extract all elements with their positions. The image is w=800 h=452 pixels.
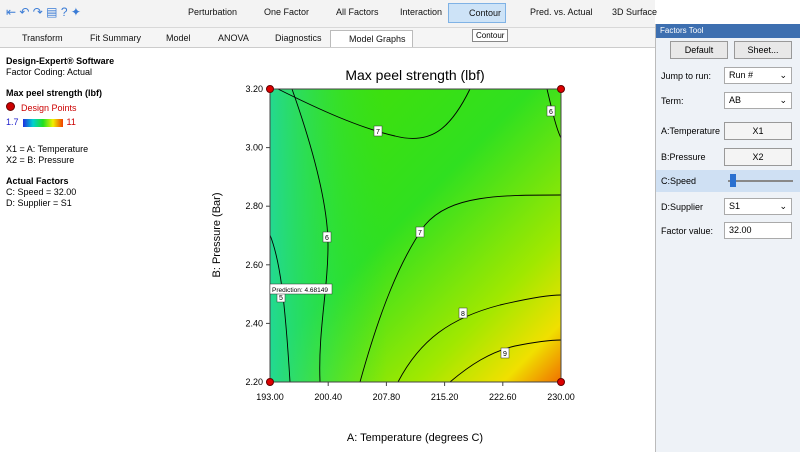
tab[interactable]: Diagnostics [275,33,322,43]
plot-title: Max peel strength (lbf) [345,67,484,83]
prediction-box [269,283,333,295]
contour-label-box [373,125,383,137]
slider-thumb[interactable] [730,174,736,187]
y-tick-label: 3.20 [245,84,263,94]
toolbar-button[interactable]: All Factors [336,7,379,17]
legend-min: 1.7 [6,117,19,127]
y-tick-label: 2.40 [245,318,263,328]
select[interactable]: AB ⌄ [724,92,792,109]
row-label: A:Temperature [661,126,721,136]
tooltip: Contour [472,29,509,42]
panel-title: Factors Tool [656,24,800,38]
x-tick-label: 193.00 [256,392,284,402]
y-tick-label: 2.80 [245,201,263,211]
select-value: Run # [729,70,754,80]
row-label: Term: [661,96,684,106]
button[interactable]: X2 [724,148,792,166]
contour-label: 7 [418,230,422,237]
row-label: C:Speed [661,176,697,186]
toolbar-button[interactable]: Interaction [400,7,443,17]
legend-bar [22,118,63,127]
legend-max: 11 [66,117,76,127]
info-text: C: Speed = 32.00 [6,187,77,197]
info-text: Max peel strength (lbf) [6,88,103,98]
contour-label: 8 [461,311,465,318]
prediction-label: Prediction: 4.68149 [272,287,328,294]
contour-line [277,88,471,139]
info-text: X1 = A: Temperature [6,144,89,154]
contour-line [359,194,562,383]
design-point [266,85,274,93]
contour-label-box [500,347,510,359]
button[interactable]: X1 [724,122,792,140]
contour-label-box [546,105,556,117]
info-text: D: Supplier = S1 [6,198,72,208]
info-text: Design-Expert® Software [6,56,115,66]
tab[interactable]: Fit Summary [90,33,142,43]
info-panel: Design-Expert® Software Factor Coding: A… [6,56,114,209]
toolbar-button[interactable]: Perturbation [188,7,238,17]
button[interactable]: Default [670,41,728,59]
tab[interactable]: Transform [22,33,63,43]
contour-label: 6 [325,235,329,242]
toolbar: ⇤ ↶ ↷ ▤ ? ✦ Perturbation One Factor All … [0,0,658,28]
info-text: X2 = B: Pressure [6,155,75,165]
select[interactable]: S1 ⌄ [724,198,792,215]
design-point [266,378,274,386]
slider-track [728,180,793,182]
info-text: Actual Factors [6,176,69,186]
toolbar-button[interactable]: Pred. vs. Actual [530,7,593,17]
info-text: Factor Coding: Actual [6,67,93,77]
row-label: Jump to run: [661,71,712,81]
button[interactable]: Sheet... [734,41,792,59]
toolbar-button[interactable]: Contour [448,3,507,23]
icons[interactable]: ⇤ ↶ ↷ ▤ ? ✦ [6,5,81,19]
row-label: Factor value: [661,226,714,236]
row-label: D:Supplier [661,202,704,212]
plot-frame [269,88,562,383]
contour-label-box [458,307,468,319]
input[interactable]: 32.00 [724,222,792,239]
select-value: S1 [729,201,741,211]
surface-overlay [270,89,561,382]
tab-bar: Transform Fit Summary Model ANOVA Diagno… [0,28,655,48]
toolbar-button[interactable]: 3D Surface [612,7,658,17]
design-point [557,378,565,386]
y-axis-label: B: Pressure (Bar) [211,193,223,278]
y-tick-label: 3.00 [245,143,263,153]
select-value: AB [729,95,742,105]
x-tick-label: 215.20 [431,392,459,402]
contour-label-box [322,231,332,243]
x-tick-label: 222.60 [489,392,517,402]
x-axis-label: A: Temperature (degrees C) [347,432,483,444]
select[interactable]: Run # ⌄ [724,67,792,84]
x-tick-label: 200.40 [314,392,342,402]
y-tick-label: 2.60 [245,260,263,270]
contour-label: 9 [503,351,507,358]
design-point [557,85,565,93]
x-tick-label: 207.80 [373,392,401,402]
contour-line [397,294,562,383]
contour-line [546,88,562,139]
tab[interactable]: Model Graphs [330,30,413,47]
contour-line [291,88,329,383]
row-label: B:Pressure [661,152,706,162]
x-tick-label: 230.00 [547,392,575,402]
legend-text: Design Points [21,103,77,113]
legend-dot [6,102,15,111]
toolbar-button[interactable]: One Factor [264,7,310,17]
contour-label: 5 [279,295,283,302]
contour-label-box [415,226,425,238]
tab[interactable]: Model [166,33,191,43]
tab[interactable]: ANOVA [218,33,249,43]
contour-label: 6 [549,109,553,116]
y-tick-label: 2.20 [245,377,263,387]
contour-line [449,339,562,383]
contour-plot: Max peel strength (lbf) A: Temperature (… [211,67,575,444]
contour-label: 7 [376,129,380,136]
factors-tool: Factors Tool Default Sheet... Jump to ru… [655,24,800,452]
